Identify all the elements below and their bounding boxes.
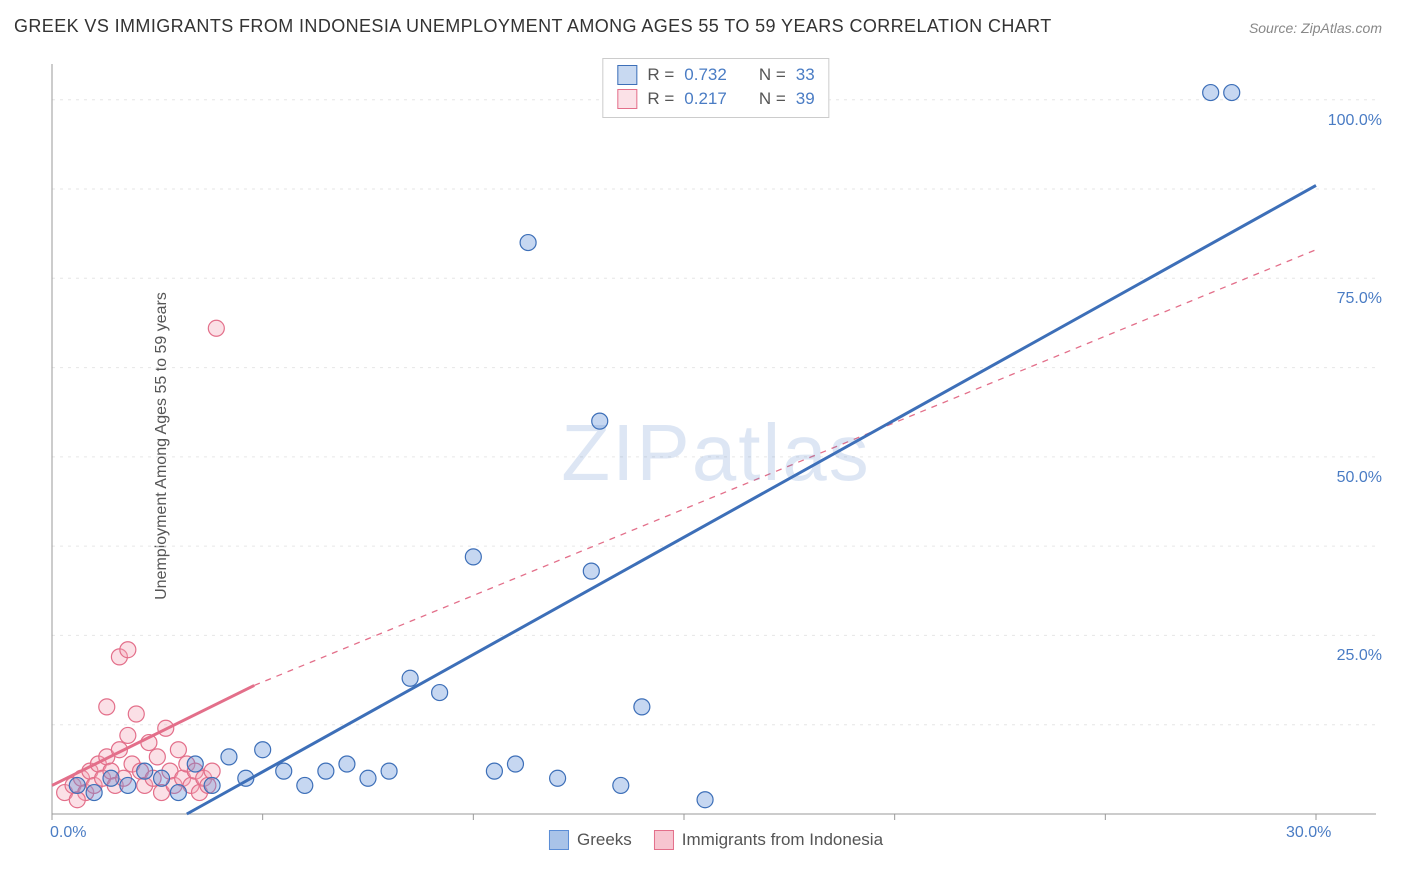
scatter-chart-svg [46, 58, 1386, 848]
correlation-row: R = 0.732 N = 33 [617, 63, 814, 87]
r-label: R = [647, 89, 674, 109]
legend-swatch [549, 830, 569, 850]
r-value: 0.217 [684, 89, 727, 109]
series-legend: Greeks Immigrants from Indonesia [539, 830, 893, 850]
legend-item: Greeks [549, 830, 632, 850]
x-tick-label: 30.0% [1286, 824, 1331, 842]
y-tick-label: 75.0% [1337, 290, 1382, 308]
y-tick-label: 25.0% [1337, 647, 1382, 665]
legend-swatch [617, 89, 637, 109]
legend-item: Immigrants from Indonesia [654, 830, 883, 850]
source-credit: Source: ZipAtlas.com [1249, 20, 1382, 36]
n-label: N = [759, 89, 786, 109]
x-tick-label: 0.0% [50, 824, 86, 842]
legend-swatch [654, 830, 674, 850]
chart-area: ZIPatlas R =0.732N =33R =0.217N =39 Gree… [46, 58, 1386, 848]
correlation-legend: R = 0.732 N = 33 R = 0.217 N = 39 [602, 58, 829, 118]
chart-title: GREEK VS IMMIGRANTS FROM INDONESIA UNEMP… [14, 16, 1052, 37]
n-value: 39 [796, 89, 815, 109]
n-value: 33 [796, 65, 815, 85]
y-tick-label: 100.0% [1328, 112, 1382, 130]
r-label: R = [647, 65, 674, 85]
correlation-row: R = 0.217 N = 39 [617, 87, 814, 111]
n-label: N = [759, 65, 786, 85]
y-tick-label: 50.0% [1337, 469, 1382, 487]
r-value: 0.732 [684, 65, 727, 85]
legend-label: Greeks [577, 830, 632, 850]
legend-label: Immigrants from Indonesia [682, 830, 883, 850]
legend-swatch [617, 65, 637, 85]
